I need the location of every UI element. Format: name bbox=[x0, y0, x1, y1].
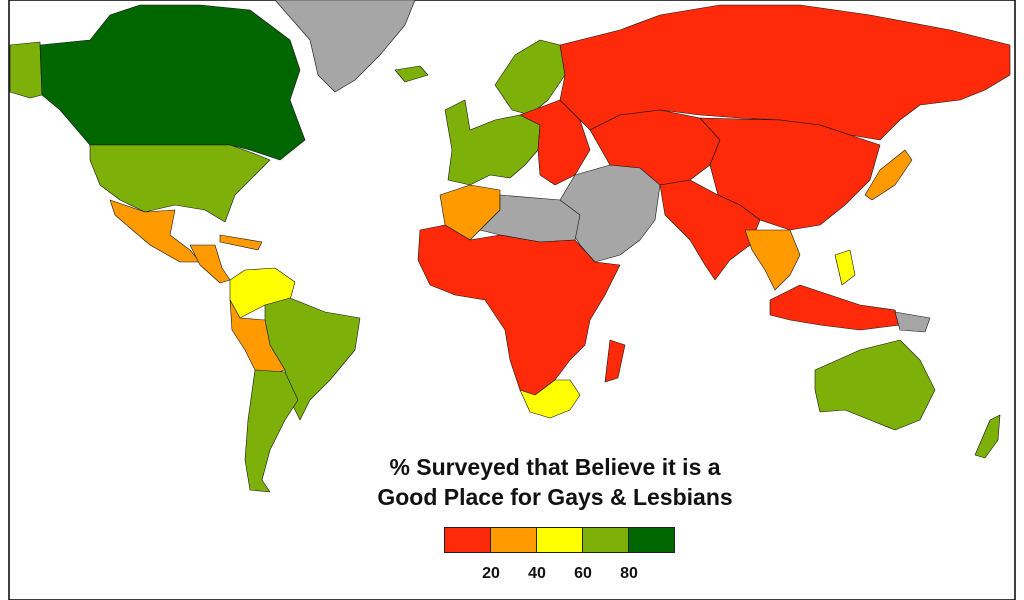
legend-title-line-1: % Surveyed that Believe it is a bbox=[389, 454, 721, 480]
region-iceland bbox=[394, 65, 429, 83]
legend-tick-80: 80 bbox=[620, 565, 638, 582]
legend-class-20-40 bbox=[491, 528, 537, 552]
legend-color-scale bbox=[444, 527, 675, 553]
legend-title-line-2: Good Place for Gays & Lesbians bbox=[377, 484, 733, 510]
legend-tick-20: 20 bbox=[482, 565, 500, 582]
legend-class-40-60 bbox=[537, 528, 583, 552]
region-southern-africa bbox=[519, 379, 581, 419]
region-southeast-asia bbox=[744, 229, 801, 291]
region-new-guinea bbox=[894, 311, 931, 333]
region-western-europe bbox=[444, 99, 541, 186]
legend-tick-60: 60 bbox=[574, 565, 592, 582]
legend-class-60-80 bbox=[583, 528, 629, 552]
region-greenland bbox=[274, 0, 416, 93]
legend-class-80-100 bbox=[629, 528, 674, 552]
region-argentina-chile bbox=[244, 369, 299, 493]
region-madagascar bbox=[604, 339, 626, 383]
region-japan bbox=[864, 149, 913, 201]
legend-title: % Surveyed that Believe it is a Good Pla… bbox=[330, 452, 780, 512]
region-caribbean bbox=[219, 234, 263, 251]
region-sub-saharan-africa bbox=[417, 224, 621, 396]
region-china bbox=[699, 117, 881, 231]
region-usa bbox=[89, 144, 271, 223]
legend-class-0-20 bbox=[445, 528, 491, 552]
region-philippines bbox=[834, 249, 856, 286]
region-new-zealand bbox=[974, 414, 1001, 459]
region-canada bbox=[39, 4, 306, 161]
region-india bbox=[659, 179, 761, 281]
region-australia bbox=[814, 339, 936, 431]
legend-tick-40: 40 bbox=[528, 565, 546, 582]
region-alaska bbox=[9, 41, 43, 99]
map-frame bbox=[8, 0, 1016, 600]
